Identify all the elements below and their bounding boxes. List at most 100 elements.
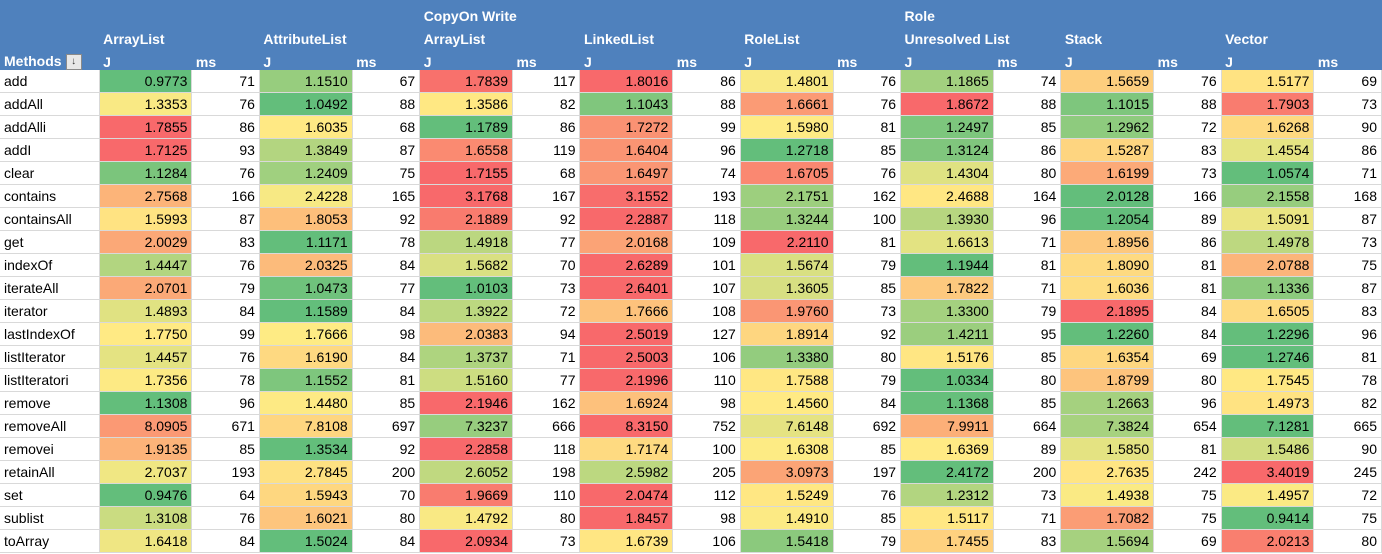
energy-value-cell: 7.1281	[1221, 414, 1315, 438]
energy-value-cell: 1.3108	[99, 506, 193, 530]
time-value-cell: 80	[512, 506, 581, 530]
table-row: addI 1.7125 93 1.3849 87 1.6558 119 1.6404 96 1.2…	[0, 138, 1382, 162]
time-value-cell: 76	[1153, 70, 1222, 93]
time-value-cell: 79	[993, 299, 1062, 323]
table-row: addAll 1.3353 76 1.0492 88 1.3586 82 1.1043 88 1.…	[0, 92, 1382, 116]
energy-value-cell: 3.1552	[579, 184, 674, 208]
energy-value-cell: 7.9911	[900, 414, 994, 438]
time-value-cell: 85	[993, 345, 1062, 369]
table-row: remove 1.1308 96 1.4480 85 2.1946 162 1.6924 98 1…	[0, 391, 1382, 415]
time-value-cell: 87	[191, 207, 260, 231]
sort-filter-icon[interactable]: ↓	[65, 54, 82, 70]
time-value-cell: 70	[352, 483, 421, 507]
energy-value-cell: 1.3124	[900, 138, 994, 162]
energy-value-cell: 1.7155	[419, 161, 513, 185]
time-value-cell: 106	[672, 529, 741, 553]
unit-j-header: J	[1060, 47, 1154, 70]
table-row: set 0.9476 64 1.5943 70 1.9669 110 2.0474 112 1.5…	[0, 483, 1382, 507]
time-value-cell: 666	[512, 414, 581, 438]
energy-value-cell: 1.5160	[419, 368, 513, 392]
energy-value-cell: 2.1996	[579, 368, 674, 392]
energy-value-cell: 1.1015	[1060, 92, 1155, 116]
column-header-name: Stack	[1060, 24, 1222, 47]
energy-value-cell: 1.1043	[579, 92, 674, 116]
energy-value-cell: 8.0905	[99, 414, 193, 438]
energy-value-cell: 1.1944	[900, 253, 994, 277]
energy-value-cell: 1.5943	[259, 483, 353, 507]
column-header-line1	[259, 0, 420, 24]
method-name: sublist	[0, 506, 100, 530]
time-value-cell: 98	[672, 391, 741, 415]
time-value-cell: 85	[191, 437, 260, 461]
time-value-cell: 99	[672, 115, 741, 139]
time-value-cell: 73	[833, 299, 902, 323]
unit-j-header: J	[1221, 47, 1314, 70]
header-corner-2	[0, 24, 100, 47]
energy-value-cell: 1.6369	[900, 437, 994, 461]
energy-value-cell: 1.3605	[740, 276, 834, 300]
time-value-cell: 89	[1153, 207, 1222, 231]
column-header-name: Unresolved List	[900, 24, 1061, 47]
energy-value-cell: 1.8016	[579, 70, 674, 93]
time-value-cell: 96	[191, 391, 260, 415]
time-value-cell: 67	[352, 70, 421, 93]
time-value-cell: 85	[833, 506, 902, 530]
column-header-line1	[579, 0, 741, 24]
energy-value-cell: 1.7082	[1060, 506, 1155, 530]
energy-value-cell: 2.0788	[1221, 253, 1315, 277]
column-header-name: RoleList	[740, 24, 901, 47]
time-value-cell: 93	[191, 138, 260, 162]
time-value-cell: 88	[672, 92, 741, 116]
energy-value-cell: 1.0473	[259, 276, 353, 300]
energy-value-cell: 1.6924	[579, 391, 674, 415]
time-value-cell: 64	[191, 483, 260, 507]
column-header-name: Vector	[1221, 24, 1382, 47]
energy-value-cell: 1.1284	[99, 161, 193, 185]
energy-value-cell: 7.3237	[419, 414, 513, 438]
energy-value-cell: 7.8108	[259, 414, 353, 438]
time-value-cell: 79	[833, 529, 902, 553]
time-value-cell: 76	[833, 70, 902, 93]
method-name: remove	[0, 391, 100, 415]
time-value-cell: 166	[191, 184, 260, 208]
time-value-cell: 81	[833, 230, 902, 254]
energy-value-cell: 1.3586	[419, 92, 513, 116]
time-value-cell: 84	[1153, 322, 1222, 346]
method-name: listIterator	[0, 345, 100, 369]
methods-header[interactable]: Methods ↓	[0, 47, 100, 70]
time-value-cell: 164	[993, 184, 1062, 208]
method-name: removeAll	[0, 414, 100, 438]
method-name: set	[0, 483, 100, 507]
time-value-cell: 198	[512, 460, 581, 484]
time-value-cell: 85	[352, 391, 421, 415]
time-value-cell: 68	[512, 161, 581, 185]
unit-j-header: J	[99, 47, 192, 70]
time-value-cell: 75	[352, 161, 421, 185]
time-value-cell: 86	[191, 115, 260, 139]
energy-value-cell: 1.6705	[740, 161, 834, 185]
time-value-cell: 654	[1153, 414, 1222, 438]
time-value-cell: 88	[352, 92, 421, 116]
energy-value-cell: 1.4893	[99, 299, 193, 323]
time-value-cell: 76	[833, 92, 902, 116]
time-value-cell: 162	[512, 391, 581, 415]
energy-value-cell: 1.4918	[419, 230, 513, 254]
energy-value-cell: 1.7272	[579, 115, 674, 139]
energy-value-cell: 1.3922	[419, 299, 513, 323]
table-row: retainAll 2.7037 193 2.7845 200 2.6052 198 2.59…	[0, 460, 1382, 484]
energy-value-cell: 1.2962	[1060, 115, 1155, 139]
energy-value-cell: 1.5249	[740, 483, 834, 507]
energy-value-cell: 1.8914	[740, 322, 834, 346]
energy-value-cell: 1.0574	[1221, 161, 1315, 185]
method-name: listIteratori	[0, 368, 100, 392]
energy-value-cell: 0.9476	[99, 483, 193, 507]
energy-value-cell: 3.0973	[740, 460, 834, 484]
time-value-cell: 81	[833, 115, 902, 139]
energy-value-cell: 1.0334	[900, 368, 994, 392]
energy-value-cell: 1.7545	[1221, 368, 1315, 392]
time-value-cell: 96	[1313, 322, 1382, 346]
energy-value-cell: 1.7822	[900, 276, 994, 300]
time-value-cell: 168	[1313, 184, 1382, 208]
